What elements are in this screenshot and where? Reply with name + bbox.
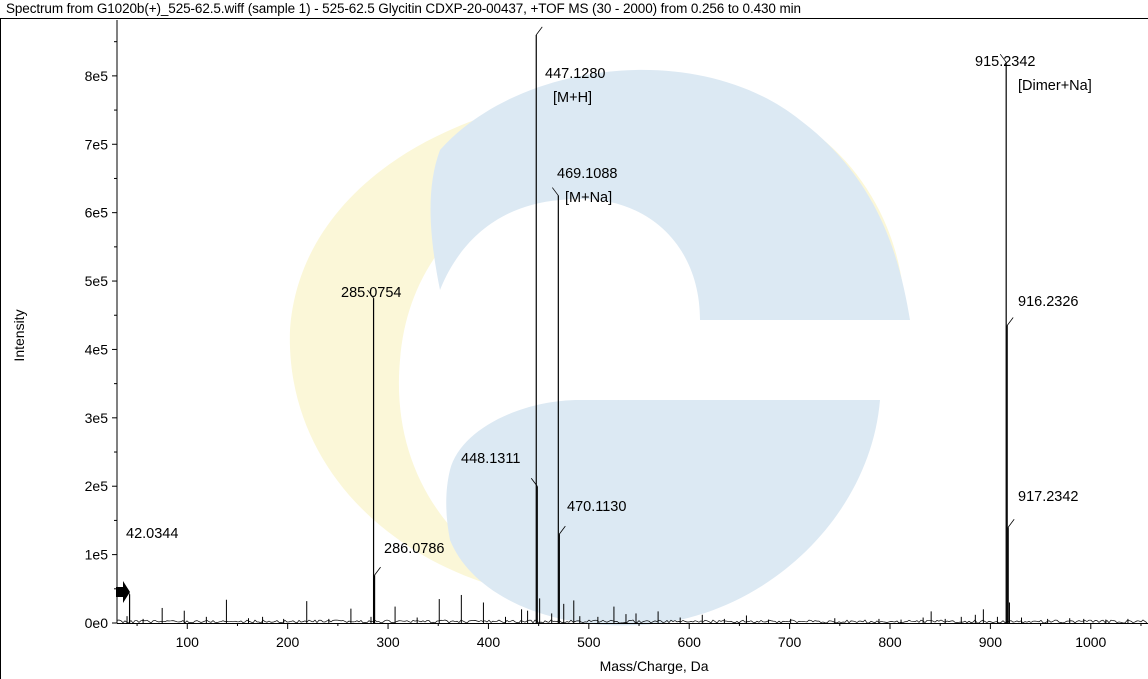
peak-mz-label: 285.0754: [341, 285, 401, 301]
y-tick-label: 4e5: [85, 341, 109, 357]
peak-mz-label: 915.2342: [975, 54, 1035, 70]
x-tick-label: 500: [577, 634, 601, 650]
peak-leader: [1007, 519, 1015, 528]
peak-mz-label: 470.1130: [567, 499, 626, 515]
y-tick-label: 1e5: [85, 547, 109, 563]
y-tick-label: 2e5: [85, 478, 109, 494]
y-axis-title: Intensity: [11, 309, 27, 361]
minor-peaks: [116, 594, 1148, 624]
peak-mz-label: 917.2342: [1018, 489, 1078, 505]
x-tick-label: 900: [979, 634, 1003, 650]
peak-labels: 42.0344 285.0754 286.0786 447.1280 [M+H] 448.…: [123, 26, 1092, 595]
x-tick-label: 600: [678, 634, 702, 650]
peak-annotation: [M+H]: [553, 90, 592, 106]
peak-leader: [551, 187, 559, 196]
peak-mz-label: 42.0344: [126, 526, 178, 542]
peak-leader: [530, 477, 538, 487]
peak-leader: [559, 525, 566, 535]
watermark-logo: [289, 69, 910, 626]
axes: 0e0 1e5 2e5 3e5 4e5 5e5 6e5 7e5 8e5 100 200 300 400 5…: [11, 20, 1148, 674]
y-tick-label: 3e5: [85, 410, 109, 426]
x-tick-label: 1000: [1075, 634, 1106, 650]
peak-leader: [374, 566, 381, 576]
peak-mz-label: 916.2326: [1018, 294, 1078, 310]
y-tick-label: 8e5: [85, 68, 109, 84]
x-tick-label: 200: [276, 634, 300, 650]
major-peaks: [128, 34, 1009, 623]
peak-leader: [1006, 317, 1014, 326]
x-tick-label: 300: [376, 634, 400, 650]
x-tick-label: 800: [878, 634, 902, 650]
peak-mz-label: 286.0786: [384, 541, 444, 557]
y-tick-label: 0e0: [85, 615, 109, 631]
x-tick-label: 400: [477, 634, 501, 650]
y-tick-label: 6e5: [85, 205, 109, 221]
x-tick-label: 100: [176, 634, 200, 650]
peak-leader: [535, 26, 543, 36]
right-arrow-icon: [116, 581, 130, 603]
y-tick-label: 5e5: [85, 273, 109, 289]
peak-leader: [367, 289, 374, 299]
peak-leader: [999, 53, 1007, 63]
watermark-blue-bottom: [446, 400, 880, 626]
x-tick-label: 700: [778, 634, 802, 650]
spectrum-title: Spectrum from G1020b(+)_525-62.5.wiff (s…: [6, 1, 801, 16]
peak-mz-label: 447.1280: [545, 66, 605, 82]
peak-mz-label: 448.1311: [461, 451, 520, 467]
peak-annotation: [Dimer+Na]: [1018, 78, 1092, 94]
watermark-blue-top: [430, 69, 910, 320]
peak-mz-label: 469.1088: [557, 166, 617, 182]
peak-annotation: [M+Na]: [565, 190, 612, 206]
y-tick-label: 7e5: [85, 136, 109, 152]
x-axis-title: Mass/Charge, Da: [600, 658, 709, 674]
